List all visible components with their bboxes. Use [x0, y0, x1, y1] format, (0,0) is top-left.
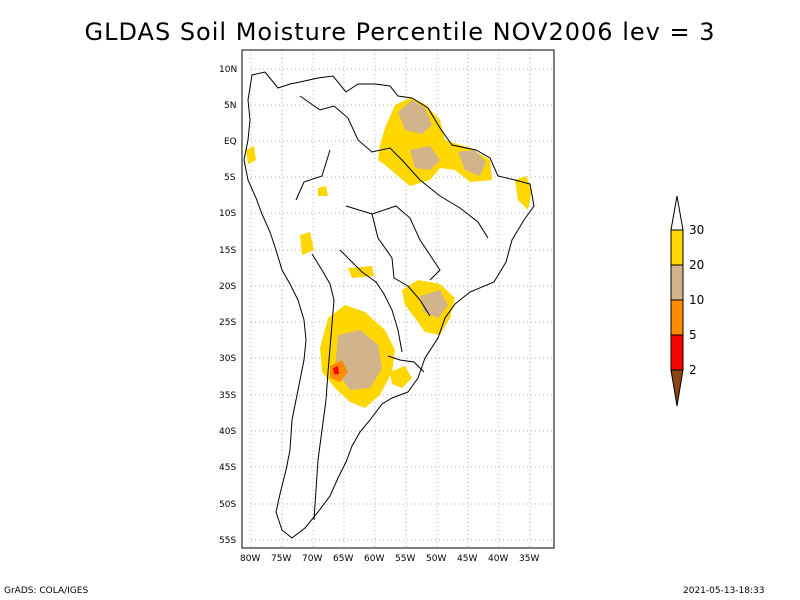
fill-north-brazil-tan: [398, 100, 432, 134]
colorbar-top-arrow: [670, 195, 684, 231]
fill-pampas-orange: [330, 360, 348, 382]
south-america-outline: [243, 71, 535, 539]
lat-label: 55S: [219, 536, 236, 546]
lat-label: 40S: [219, 427, 236, 437]
fill-ecuador-spot: [246, 146, 256, 164]
lat-label: 25S: [219, 318, 236, 328]
lat-label: 35S: [219, 391, 236, 401]
fill-uruguay: [390, 366, 412, 388]
map-frame: [241, 49, 555, 549]
colorbar-5-10: [670, 299, 684, 336]
lat-label: 5S: [224, 173, 236, 183]
percentile-fill: [246, 98, 532, 408]
country-borders: [295, 95, 489, 521]
colorbar-20-30: [670, 229, 684, 266]
lat-label: 30S: [219, 354, 236, 364]
fill-amazon-tan: [410, 146, 440, 170]
lon-axis: 80W 75W 70W 65W 60W 55W 50W 45W 40W 35W: [240, 554, 539, 564]
lon-label: 60W: [364, 554, 384, 564]
lon-label: 55W: [395, 554, 415, 564]
lat-label: 20S: [219, 282, 236, 292]
colorbar-label: 20: [689, 258, 704, 272]
lat-label: 10S: [219, 209, 236, 219]
map-title: GLDAS Soil Moisture Percentile NOV2006 l…: [84, 18, 716, 46]
lat-label: 50S: [219, 500, 236, 510]
colorbar-label: 2: [689, 363, 697, 377]
fill-coast-east: [515, 176, 532, 210]
colorbar-2-5: [670, 334, 684, 371]
colorbar-labels: 30 20 10 5 2: [689, 223, 704, 377]
colorbar-label: 30: [689, 223, 704, 237]
colorbar-10-20: [670, 264, 684, 301]
lon-label: 70W: [302, 554, 322, 564]
lat-label: 15S: [219, 246, 236, 256]
lon-label: 35W: [519, 554, 539, 564]
footer-credit: GrADS: COLA/IGES: [4, 586, 89, 596]
lon-label: 45W: [457, 554, 477, 564]
lon-label: 75W: [271, 554, 291, 564]
colorbar-label: 10: [689, 293, 704, 307]
lat-label: EQ: [224, 137, 237, 147]
fill-bolivia-spots: [348, 266, 374, 278]
footer-timestamp: 2021-05-13-18:33: [683, 586, 765, 596]
fill-nordeste-tan: [458, 150, 486, 176]
colorbar-label: 5: [689, 328, 697, 342]
lon-label: 40W: [488, 554, 508, 564]
lat-label: 10N: [219, 65, 237, 75]
lat-label: 45S: [219, 463, 236, 473]
lon-label: 50W: [426, 554, 446, 564]
colorbar-bottom-arrow: [670, 369, 684, 407]
fill-pampas-tan: [335, 330, 382, 390]
lat-axis: 10N 5N EQ 5S 10S 15S 20S 25S 30S 35S 40S…: [219, 65, 237, 546]
fill-chile-spot: [300, 232, 314, 255]
lon-label: 80W: [240, 554, 260, 564]
lon-label: 65W: [333, 554, 353, 564]
colorbar: [670, 195, 684, 407]
coastlines: [243, 71, 535, 539]
fill-peru-spot: [318, 186, 328, 196]
lat-label: 5N: [224, 101, 236, 111]
fill-pampas-red: [333, 366, 339, 374]
